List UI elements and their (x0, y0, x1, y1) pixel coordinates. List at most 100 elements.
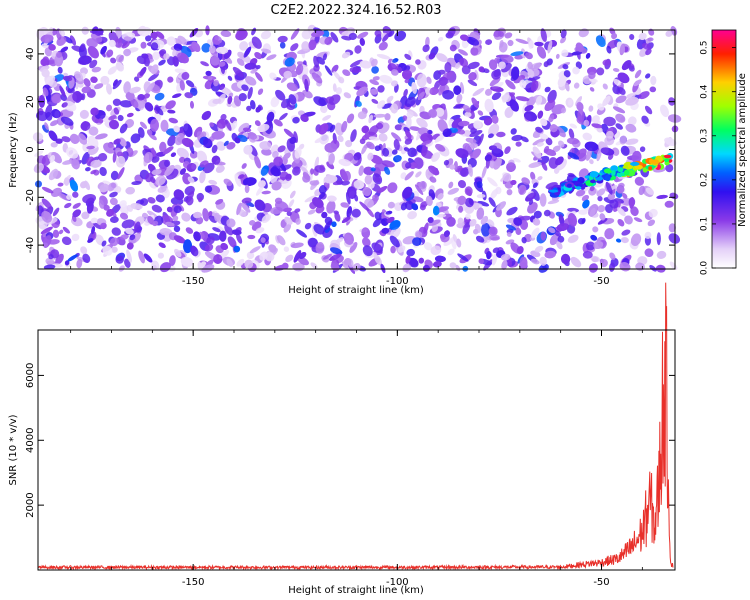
spectrogram-cell (547, 40, 553, 54)
spectrogram-cell (341, 180, 350, 186)
spectrogram-cell (112, 98, 121, 107)
spectrogram-cell (51, 152, 62, 164)
spectrogram-cell (291, 159, 303, 170)
spectrogram-cell (393, 139, 400, 151)
spectrogram-cell (560, 29, 567, 39)
spectrogram-cell (389, 235, 400, 248)
spectrogram-cell (359, 201, 370, 212)
spectrogram-cell (285, 254, 294, 263)
spectrogram-cell (452, 234, 458, 243)
spectrogram-cell (225, 119, 232, 131)
spectrogram-cell (201, 110, 212, 121)
spectrogram-cell (190, 245, 199, 257)
spectrogram-cell (436, 213, 447, 218)
spectrogram-cell (94, 83, 104, 90)
spectrogram-cell (163, 159, 171, 167)
spectrogram-cell (322, 115, 332, 121)
spectrogram-cell (619, 135, 627, 145)
spectrogram-cell (152, 220, 159, 227)
spectrogram-cell (611, 33, 618, 40)
spectrogram-cell (185, 227, 194, 234)
spectrogram-cell (313, 55, 320, 68)
spectrogram-cell (491, 69, 502, 80)
spectrogram-cell (295, 218, 301, 225)
spectrogram-cell (405, 162, 412, 169)
snr-x-tick-label: -50 (593, 577, 609, 588)
spectrogram-cell (411, 203, 419, 211)
spectrogram-cell (449, 44, 457, 52)
spectrogram-cell (158, 59, 166, 66)
spectrogram-cell (374, 145, 381, 152)
spectrogram-cell (607, 193, 616, 200)
spectrogram-cell (338, 158, 351, 167)
spectrogram-cell (52, 229, 60, 238)
spectrogram-cell (120, 234, 129, 240)
spectrogram-cell (199, 170, 206, 184)
spectrogram-cell (173, 205, 182, 214)
spectrogram-cell (302, 171, 310, 180)
spectrogram-cell (261, 48, 272, 54)
spectrogram-cell (469, 142, 478, 149)
spectrogram-cell (455, 62, 461, 69)
spectrogram-cell (521, 177, 531, 185)
spectrogram-cell (469, 130, 483, 137)
spectrogram-cell (106, 49, 114, 58)
spectrogram-cell (612, 68, 620, 72)
spectrogram-cell (539, 256, 547, 266)
spectrogram-cell (296, 229, 308, 238)
spectrogram-cell (359, 37, 365, 46)
spectrogram-cell (351, 208, 361, 218)
spectrogram-cell (124, 227, 134, 235)
spectrogram-cell (34, 150, 44, 157)
spectrogram-cell (567, 234, 579, 243)
spectrogram-cell (108, 115, 117, 121)
spectrogram-cell (280, 98, 291, 109)
spectrogram-cell (457, 129, 466, 135)
spectrogram-cell (64, 202, 72, 209)
spectrogram-cell (649, 86, 657, 93)
spectrogram-cell (617, 72, 630, 84)
spectrogram-cell (560, 253, 571, 265)
spectrogram-cell (85, 167, 91, 172)
spectrogram-cell (108, 39, 116, 48)
spectrogram-cell (226, 258, 234, 268)
spectrogram-cell (126, 242, 134, 250)
spectrogram-cell (457, 120, 470, 127)
spectrogram-cell (331, 221, 337, 227)
spectrogram-cell (504, 107, 514, 118)
spectrogram-cell (309, 180, 320, 186)
spectrogram-cell (591, 123, 603, 129)
spectrogram-cell (630, 206, 639, 217)
spectrogram-cell (147, 215, 155, 225)
spectrogram-cell (113, 107, 120, 115)
spectrogram-cell (462, 143, 471, 151)
spectrogram-cell (166, 36, 176, 46)
spectrogram-cell (143, 56, 150, 67)
spectrogram-cell (169, 255, 176, 267)
spectrogram-cell (370, 154, 383, 165)
spectrogram-cell (220, 243, 229, 250)
spectrogram-cell (549, 124, 558, 133)
spectrogram-cell (404, 79, 410, 84)
spectrogram-cell (555, 156, 564, 166)
spectrogram-cell (66, 194, 73, 200)
spectrogram-cell (381, 160, 395, 168)
spectrogram-cell (137, 94, 145, 101)
spectrogram-cell (236, 58, 245, 66)
spectrogram-cell (418, 181, 427, 190)
snr-y-ticks: 2000 4000 6000 (25, 363, 675, 518)
spectrogram-cell (437, 69, 446, 75)
spectrogram-cell (415, 171, 422, 178)
spectrogram-cell (314, 165, 326, 173)
spectrogram-cell (211, 144, 218, 154)
spectrogram-cell (627, 116, 637, 126)
spectrogram-cell (283, 152, 291, 160)
spectrogram-cell (382, 147, 390, 157)
snr-y-tick-label: 2000 (25, 492, 36, 517)
spectrogram-signal-cell (623, 169, 630, 176)
spectrogram-cell (557, 235, 565, 243)
spectrogram-cell (515, 141, 522, 147)
spectrogram-cell (404, 96, 416, 108)
spectrogram-cell (289, 190, 296, 199)
